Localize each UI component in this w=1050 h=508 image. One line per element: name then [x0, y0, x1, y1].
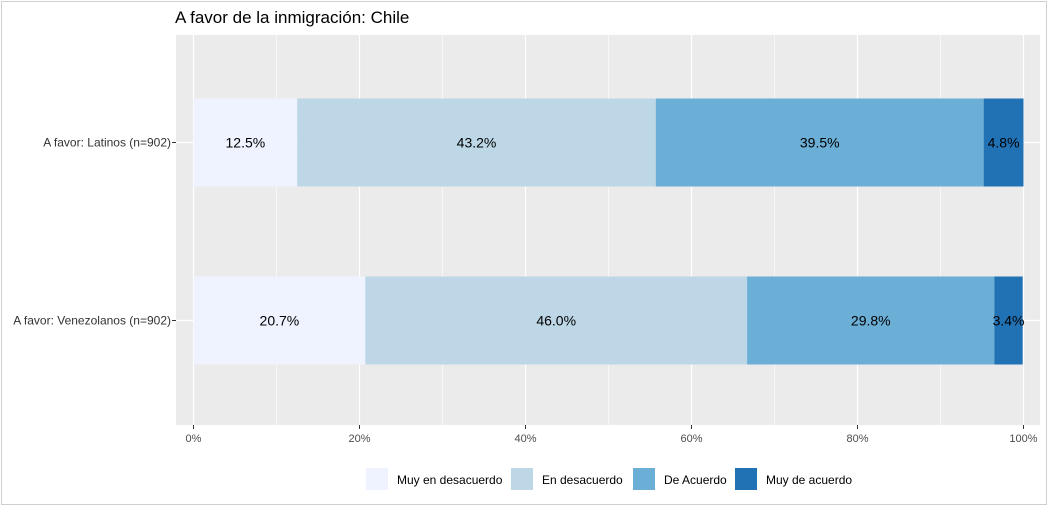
- category-label: A favor: Latinos (n=902): [43, 136, 171, 150]
- category-label: A favor: Venezolanos (n=902): [13, 314, 171, 328]
- x-tick-label: 0%: [186, 433, 202, 445]
- bars: [193, 98, 1024, 365]
- data-label: 46.0%: [536, 313, 576, 329]
- bar-segment: [297, 98, 656, 187]
- bar-segment: [193, 276, 366, 365]
- legend-label: Muy de acuerdo: [766, 473, 852, 487]
- data-label: 29.8%: [851, 313, 891, 329]
- legend-swatch: [735, 468, 757, 490]
- data-label: 20.7%: [260, 313, 300, 329]
- chart-title: A favor de la inmigración: Chile: [175, 8, 409, 27]
- legend: Muy en desacuerdo En desacuerdo De Acuerdo…: [366, 468, 852, 490]
- x-tick-label: 20%: [348, 433, 370, 445]
- x-tick-label: 100%: [1009, 433, 1037, 445]
- bar-segment: [655, 98, 984, 187]
- x-tick-label: 40%: [514, 433, 536, 445]
- legend-swatch: [511, 468, 533, 490]
- x-tick-label: 80%: [846, 433, 868, 445]
- bar-segment: [193, 98, 298, 187]
- data-label: 12.5%: [226, 135, 266, 151]
- legend-label: De Acuerdo: [664, 473, 727, 487]
- data-label: 39.5%: [800, 135, 840, 151]
- x-tick-label: 60%: [680, 433, 702, 445]
- legend-swatch: [366, 468, 388, 490]
- legend-label: Muy en desacuerdo: [397, 473, 503, 487]
- bar-segment: [983, 98, 1024, 187]
- data-labels: 12.5% 43.2% 39.5% 4.8% 20.7% 46.0% 29.8% 3.4%: [226, 135, 1025, 329]
- legend-swatch: [633, 468, 655, 490]
- axes: A favor: Latinos (n=902) A favor: Venezol…: [13, 136, 1038, 446]
- legend-label: En desacuerdo: [542, 473, 623, 487]
- data-label: 3.4%: [993, 313, 1025, 329]
- data-label: 4.8%: [988, 135, 1020, 151]
- bar-segment: [365, 276, 748, 365]
- bar-segment: [994, 276, 1023, 365]
- data-label: 43.2%: [457, 135, 497, 151]
- bar-segment: [747, 276, 995, 365]
- plot-panel: [176, 35, 1040, 425]
